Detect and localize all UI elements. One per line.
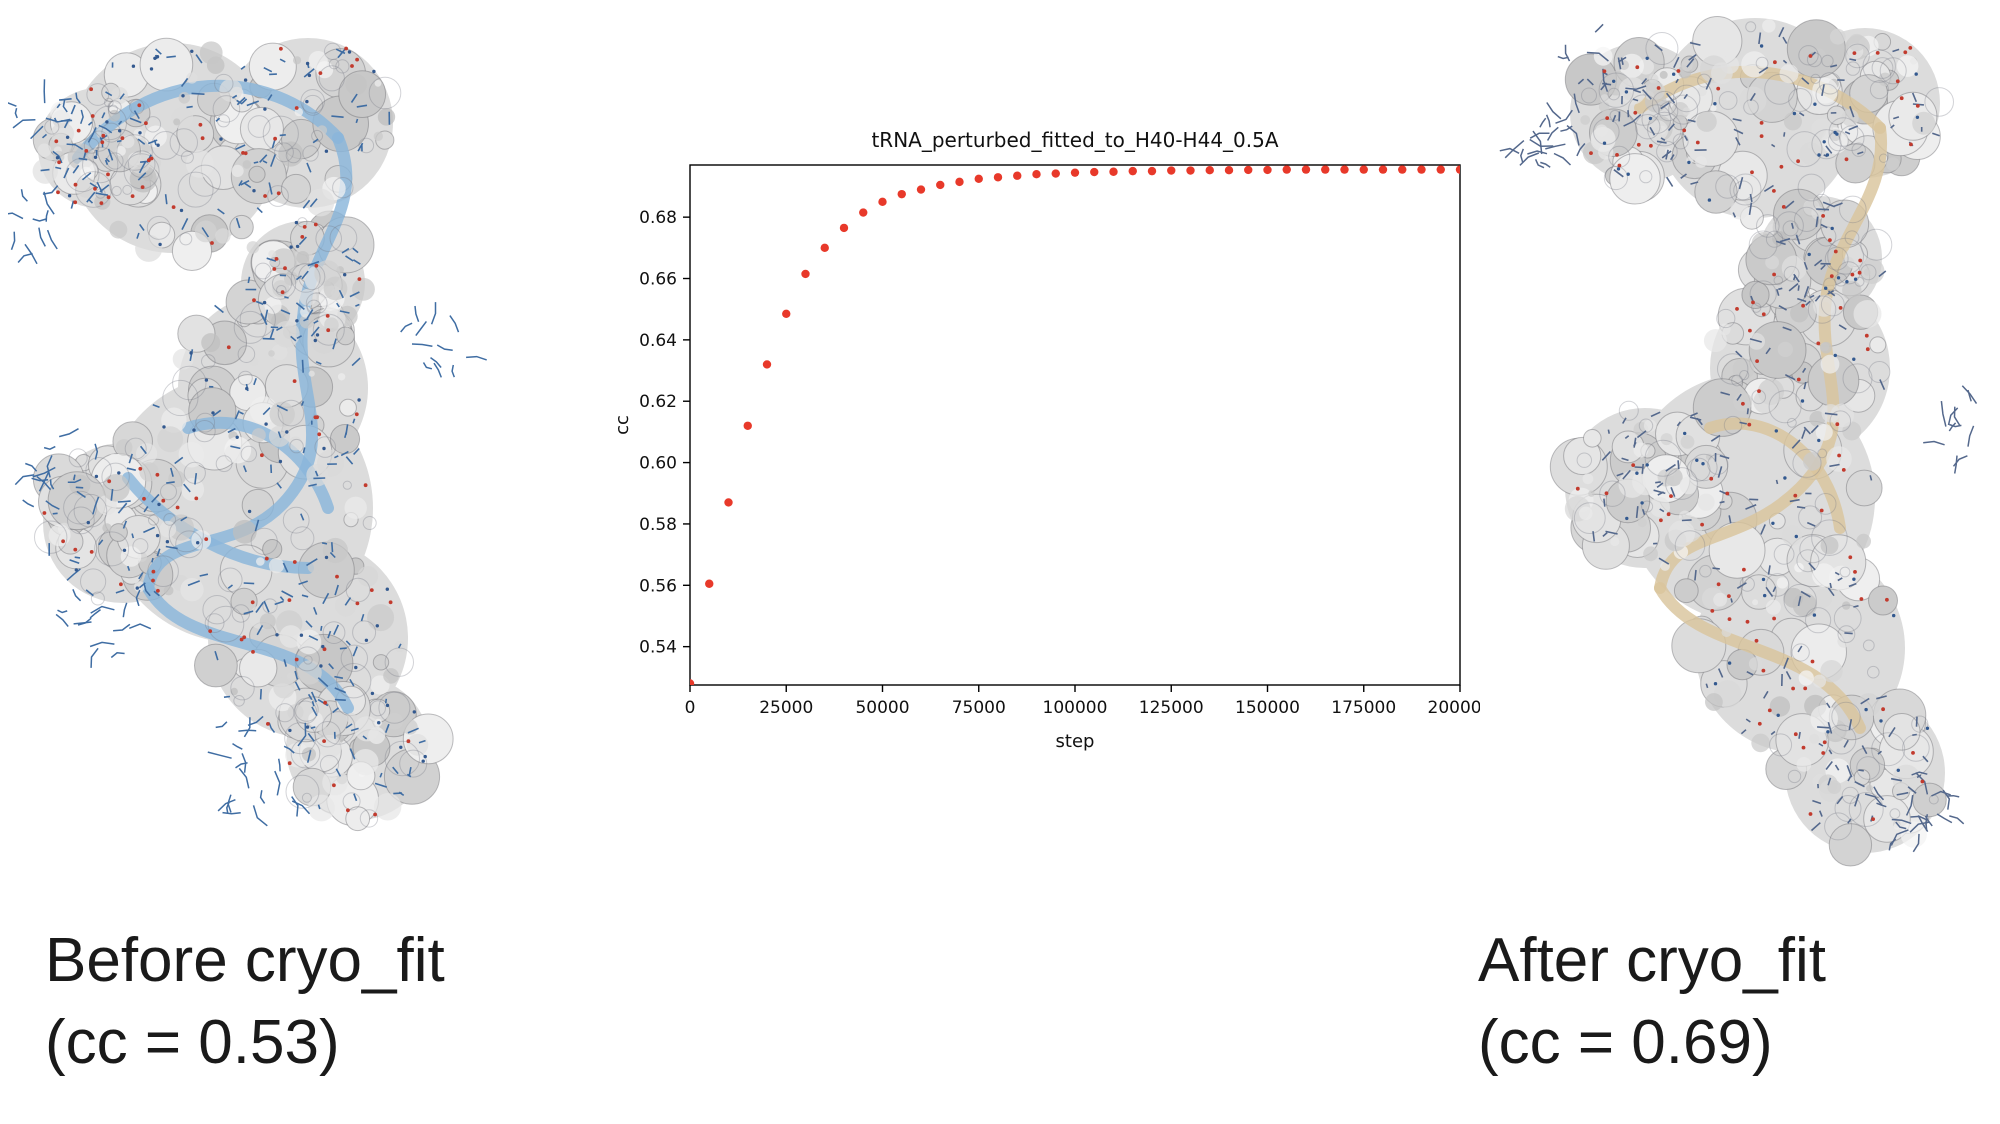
svg-text:50000: 50000 (855, 698, 909, 718)
svg-text:25000: 25000 (759, 698, 813, 718)
caption-after: After cryo_fit (cc = 0.69) (1478, 920, 1826, 1084)
svg-text:0.54: 0.54 (639, 638, 677, 658)
caption-after-line1: After cryo_fit (1478, 926, 1826, 995)
molecule-after-render (1499, 15, 1978, 867)
svg-text:125000: 125000 (1139, 698, 1204, 718)
svg-text:0.56: 0.56 (639, 576, 677, 596)
svg-text:step: step (1056, 731, 1095, 752)
cc-convergence-chart: tRNA_perturbed_fitted_to_H40-H44_0.5A 0 25… (612, 128, 1480, 752)
svg-text:100000: 100000 (1043, 698, 1108, 718)
svg-text:0.64: 0.64 (639, 331, 677, 351)
svg-text:0.62: 0.62 (639, 392, 677, 412)
svg-text:0.66: 0.66 (639, 270, 677, 290)
svg-text:tRNA_perturbed_fitted_to_H40-H: tRNA_perturbed_fitted_to_H40-H44_0.5A (871, 128, 1278, 152)
svg-text:175000: 175000 (1331, 698, 1396, 718)
molecule-before-render (8, 37, 487, 832)
svg-text:0.60: 0.60 (639, 454, 677, 474)
svg-text:75000: 75000 (952, 698, 1006, 718)
caption-before: Before cryo_fit (cc = 0.53) (45, 920, 445, 1084)
svg-text:cc: cc (612, 415, 633, 435)
svg-text:150000: 150000 (1235, 698, 1300, 718)
caption-after-line2: (cc = 0.69) (1478, 1007, 1773, 1077)
svg-text:0.68: 0.68 (639, 208, 677, 228)
caption-before-line2: (cc = 0.53) (45, 1007, 340, 1077)
svg-text:0: 0 (685, 698, 696, 718)
caption-before-line1: Before cryo_fit (45, 926, 445, 995)
svg-text:0.58: 0.58 (639, 515, 677, 535)
